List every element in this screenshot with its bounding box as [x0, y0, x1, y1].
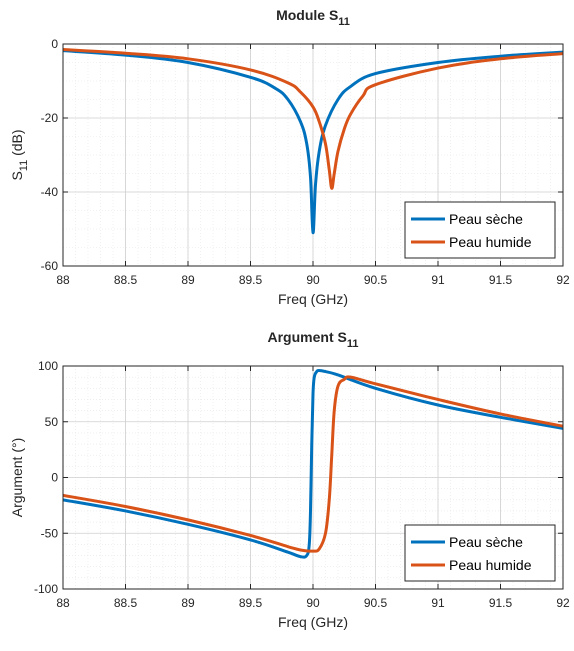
- x-tick-label: 91.5: [489, 596, 513, 610]
- legend-entry: Peau sèche: [449, 211, 523, 227]
- x-tick-label: 88.5: [114, 273, 138, 287]
- chart-title: Module S11: [276, 7, 350, 28]
- series-line-peau-humide: [63, 48, 563, 190]
- series-group: [63, 48, 563, 235]
- chart-panel-1: 88 88.5 89 89.5 90 90.5 91 91.5 92 0 -20 -40 -60 Modu…: [9, 7, 570, 307]
- y-tick-label: -20: [41, 111, 59, 125]
- x-tick-label: 91: [431, 273, 445, 287]
- series-line-peau-seche: [63, 49, 563, 235]
- x-tick-label: 89.5: [239, 273, 263, 287]
- series-line-peau-seche: [63, 368, 563, 559]
- x-tick-label: 89.5: [239, 596, 263, 610]
- legend-entry: Peau humide: [449, 557, 532, 573]
- x-tick-label: 90.5: [364, 596, 388, 610]
- y-tick-label: -50: [41, 526, 59, 540]
- y-axis-label: S11 (dB): [9, 129, 30, 180]
- series-group: [63, 368, 563, 559]
- x-tick-label: 90.5: [364, 273, 388, 287]
- y-tick-label: 0: [51, 471, 58, 485]
- chart-panel-2: 88 88.5 89 89.5 90 90.5 91 91.5 92 100 50 0 -50 -100 A…: [9, 329, 570, 630]
- y-tick-label: -40: [41, 185, 59, 199]
- y-tick-label: 50: [45, 415, 59, 429]
- legend-box: [404, 524, 556, 582]
- x-tick-label: 92: [556, 273, 570, 287]
- chart-title: Argument S11: [268, 329, 359, 350]
- legend-entry: Peau sèche: [449, 534, 523, 550]
- x-axis-label: Freq (GHz): [278, 614, 348, 630]
- y-axis-label: Argument (°): [9, 438, 25, 518]
- legend: Peau sèche Peau humide: [404, 201, 556, 259]
- x-tick-label: 92: [556, 596, 570, 610]
- y-tick-label: -100: [34, 582, 58, 596]
- x-tick-label: 90: [306, 273, 320, 287]
- x-tick-label: 88: [56, 596, 70, 610]
- legend: Peau sèche Peau humide: [404, 524, 556, 582]
- x-tick-label: 90: [306, 596, 320, 610]
- x-tick-label: 91: [431, 596, 445, 610]
- legend-box: [404, 201, 556, 259]
- x-tick-label: 91.5: [489, 273, 513, 287]
- series-line-peau-humide: [63, 375, 563, 553]
- x-tick-label: 88: [56, 273, 70, 287]
- x-axis-label: Freq (GHz): [278, 291, 348, 307]
- x-tick-label: 89: [181, 596, 195, 610]
- x-tick-label: 88.5: [114, 596, 138, 610]
- y-tick-label: 0: [51, 37, 58, 51]
- y-tick-label: 100: [38, 359, 58, 373]
- legend-entry: Peau humide: [449, 234, 532, 250]
- x-tick-label: 89: [181, 273, 195, 287]
- y-tick-label: -60: [41, 259, 59, 273]
